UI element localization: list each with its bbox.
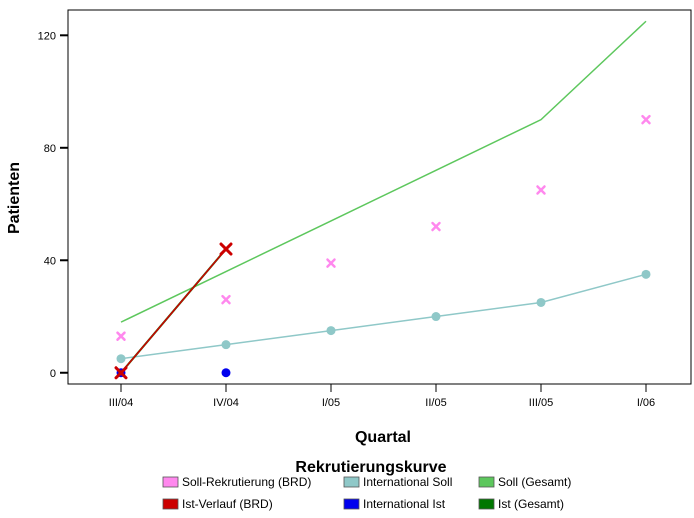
y-tick-label: 0 [50,368,56,380]
data-point [326,258,336,268]
data-point [114,366,128,380]
x-tick-label: III/05 [529,397,553,409]
legend-swatch [162,498,179,510]
x-tick-label: I/05 [322,397,340,409]
legend-item: Ist (Gesamt) [478,497,564,511]
series-line [120,20,647,323]
data-point [219,242,233,256]
legend-label: Soll-Rekrutierung (BRD) [182,475,311,489]
legend-swatch [478,476,495,488]
x-tick-label: IV/04 [213,397,239,409]
legend-swatch [343,476,360,488]
x-tick-label: III/04 [109,397,133,409]
series-line [120,273,647,360]
legend: Soll-Rekrutierung (BRD) International Sol… [162,475,571,511]
data-point [641,269,651,279]
series-line [120,248,227,374]
legend-label: Ist-Verlauf (BRD) [182,497,273,511]
data-point [431,221,441,232]
legend-swatch [162,476,179,488]
legend-label: Ist (Gesamt) [498,497,564,511]
data-point [641,114,651,125]
data-point [221,368,231,378]
data-point [326,326,336,336]
data-point [536,185,546,195]
y-tick-label: 80 [44,143,56,155]
data-point [116,331,126,341]
legend-item: Soll (Gesamt) [478,475,571,489]
data-point [431,312,441,322]
legend-label: International Soll [363,475,452,489]
data-point [536,297,546,307]
legend-item: International Ist [343,497,446,511]
legend-label: Soll (Gesamt) [498,475,571,489]
y-axis-title: Patienten [6,162,23,234]
data-point [221,294,231,305]
plot-area [67,9,692,385]
legend-swatch [478,498,495,510]
x-axis-title: Quartal [355,429,411,446]
x-tick-label: II/05 [425,397,446,409]
data-point [221,340,231,350]
legend-item: Soll-Rekrutierung (BRD) [162,475,311,489]
data-point [116,354,126,364]
y-tick-label: 40 [44,255,56,267]
legend-label: International Ist [363,497,446,511]
legend-title: Rekrutierungskurve [295,459,446,476]
legend-item: International Soll [343,475,452,489]
legend-item: Ist-Verlauf (BRD) [162,497,273,511]
y-tick-label: 120 [38,30,56,42]
x-tick-label: I/06 [637,397,655,409]
legend-swatch [343,498,360,510]
